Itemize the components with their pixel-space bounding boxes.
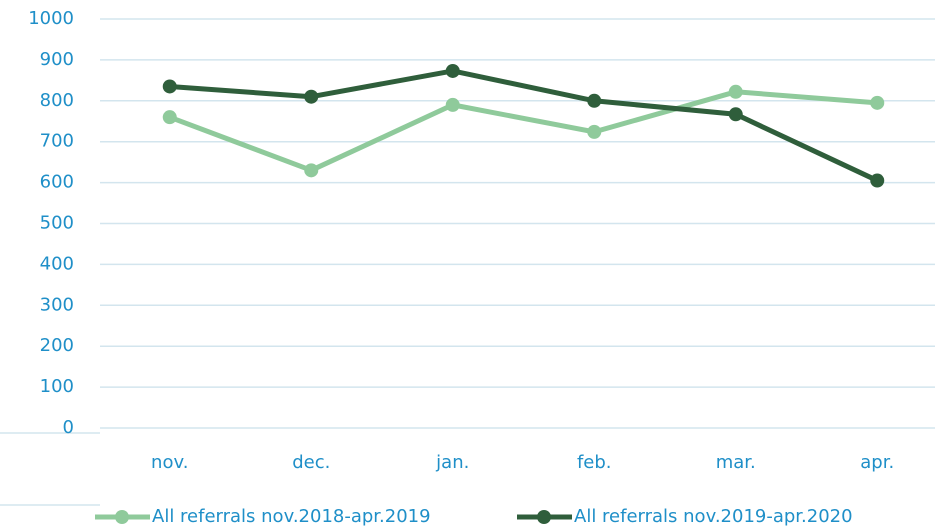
point bbox=[446, 64, 460, 78]
y-tick-label: 300 bbox=[40, 294, 74, 315]
point bbox=[446, 98, 460, 112]
series-line bbox=[170, 71, 878, 181]
x-tick-label: nov. bbox=[151, 452, 188, 473]
point bbox=[729, 85, 743, 99]
y-tick-label: 200 bbox=[40, 335, 74, 356]
x-tick-label: jan. bbox=[435, 452, 469, 473]
x-tick-label: mar. bbox=[716, 452, 756, 473]
x-tick-label: dec. bbox=[292, 452, 330, 473]
point bbox=[304, 163, 318, 177]
legend-label: All referrals nov.2019-apr.2020 bbox=[574, 506, 853, 527]
y-tick-label: 500 bbox=[40, 213, 74, 234]
point bbox=[163, 79, 177, 93]
point bbox=[729, 107, 743, 121]
legend-marker bbox=[537, 510, 551, 524]
y-tick-label: 700 bbox=[40, 131, 74, 152]
legend-marker bbox=[115, 510, 129, 524]
point bbox=[587, 125, 601, 139]
y-tick-label: 600 bbox=[40, 172, 74, 193]
y-tick-label: 900 bbox=[40, 49, 74, 70]
y-tick-label: 1000 bbox=[28, 8, 74, 29]
x-tick-label: apr. bbox=[860, 452, 894, 473]
point bbox=[870, 96, 884, 110]
y-tick-label: 400 bbox=[40, 253, 74, 274]
y-tick-label: 800 bbox=[40, 90, 74, 111]
point bbox=[870, 174, 884, 188]
y-tick-label: 100 bbox=[40, 376, 74, 397]
y-tick-label: 0 bbox=[63, 417, 74, 438]
point bbox=[163, 110, 177, 124]
point bbox=[304, 90, 318, 104]
x-tick-label: feb. bbox=[577, 452, 612, 473]
point bbox=[587, 94, 601, 108]
legend-label: All referrals nov.2018-apr.2019 bbox=[152, 506, 431, 527]
